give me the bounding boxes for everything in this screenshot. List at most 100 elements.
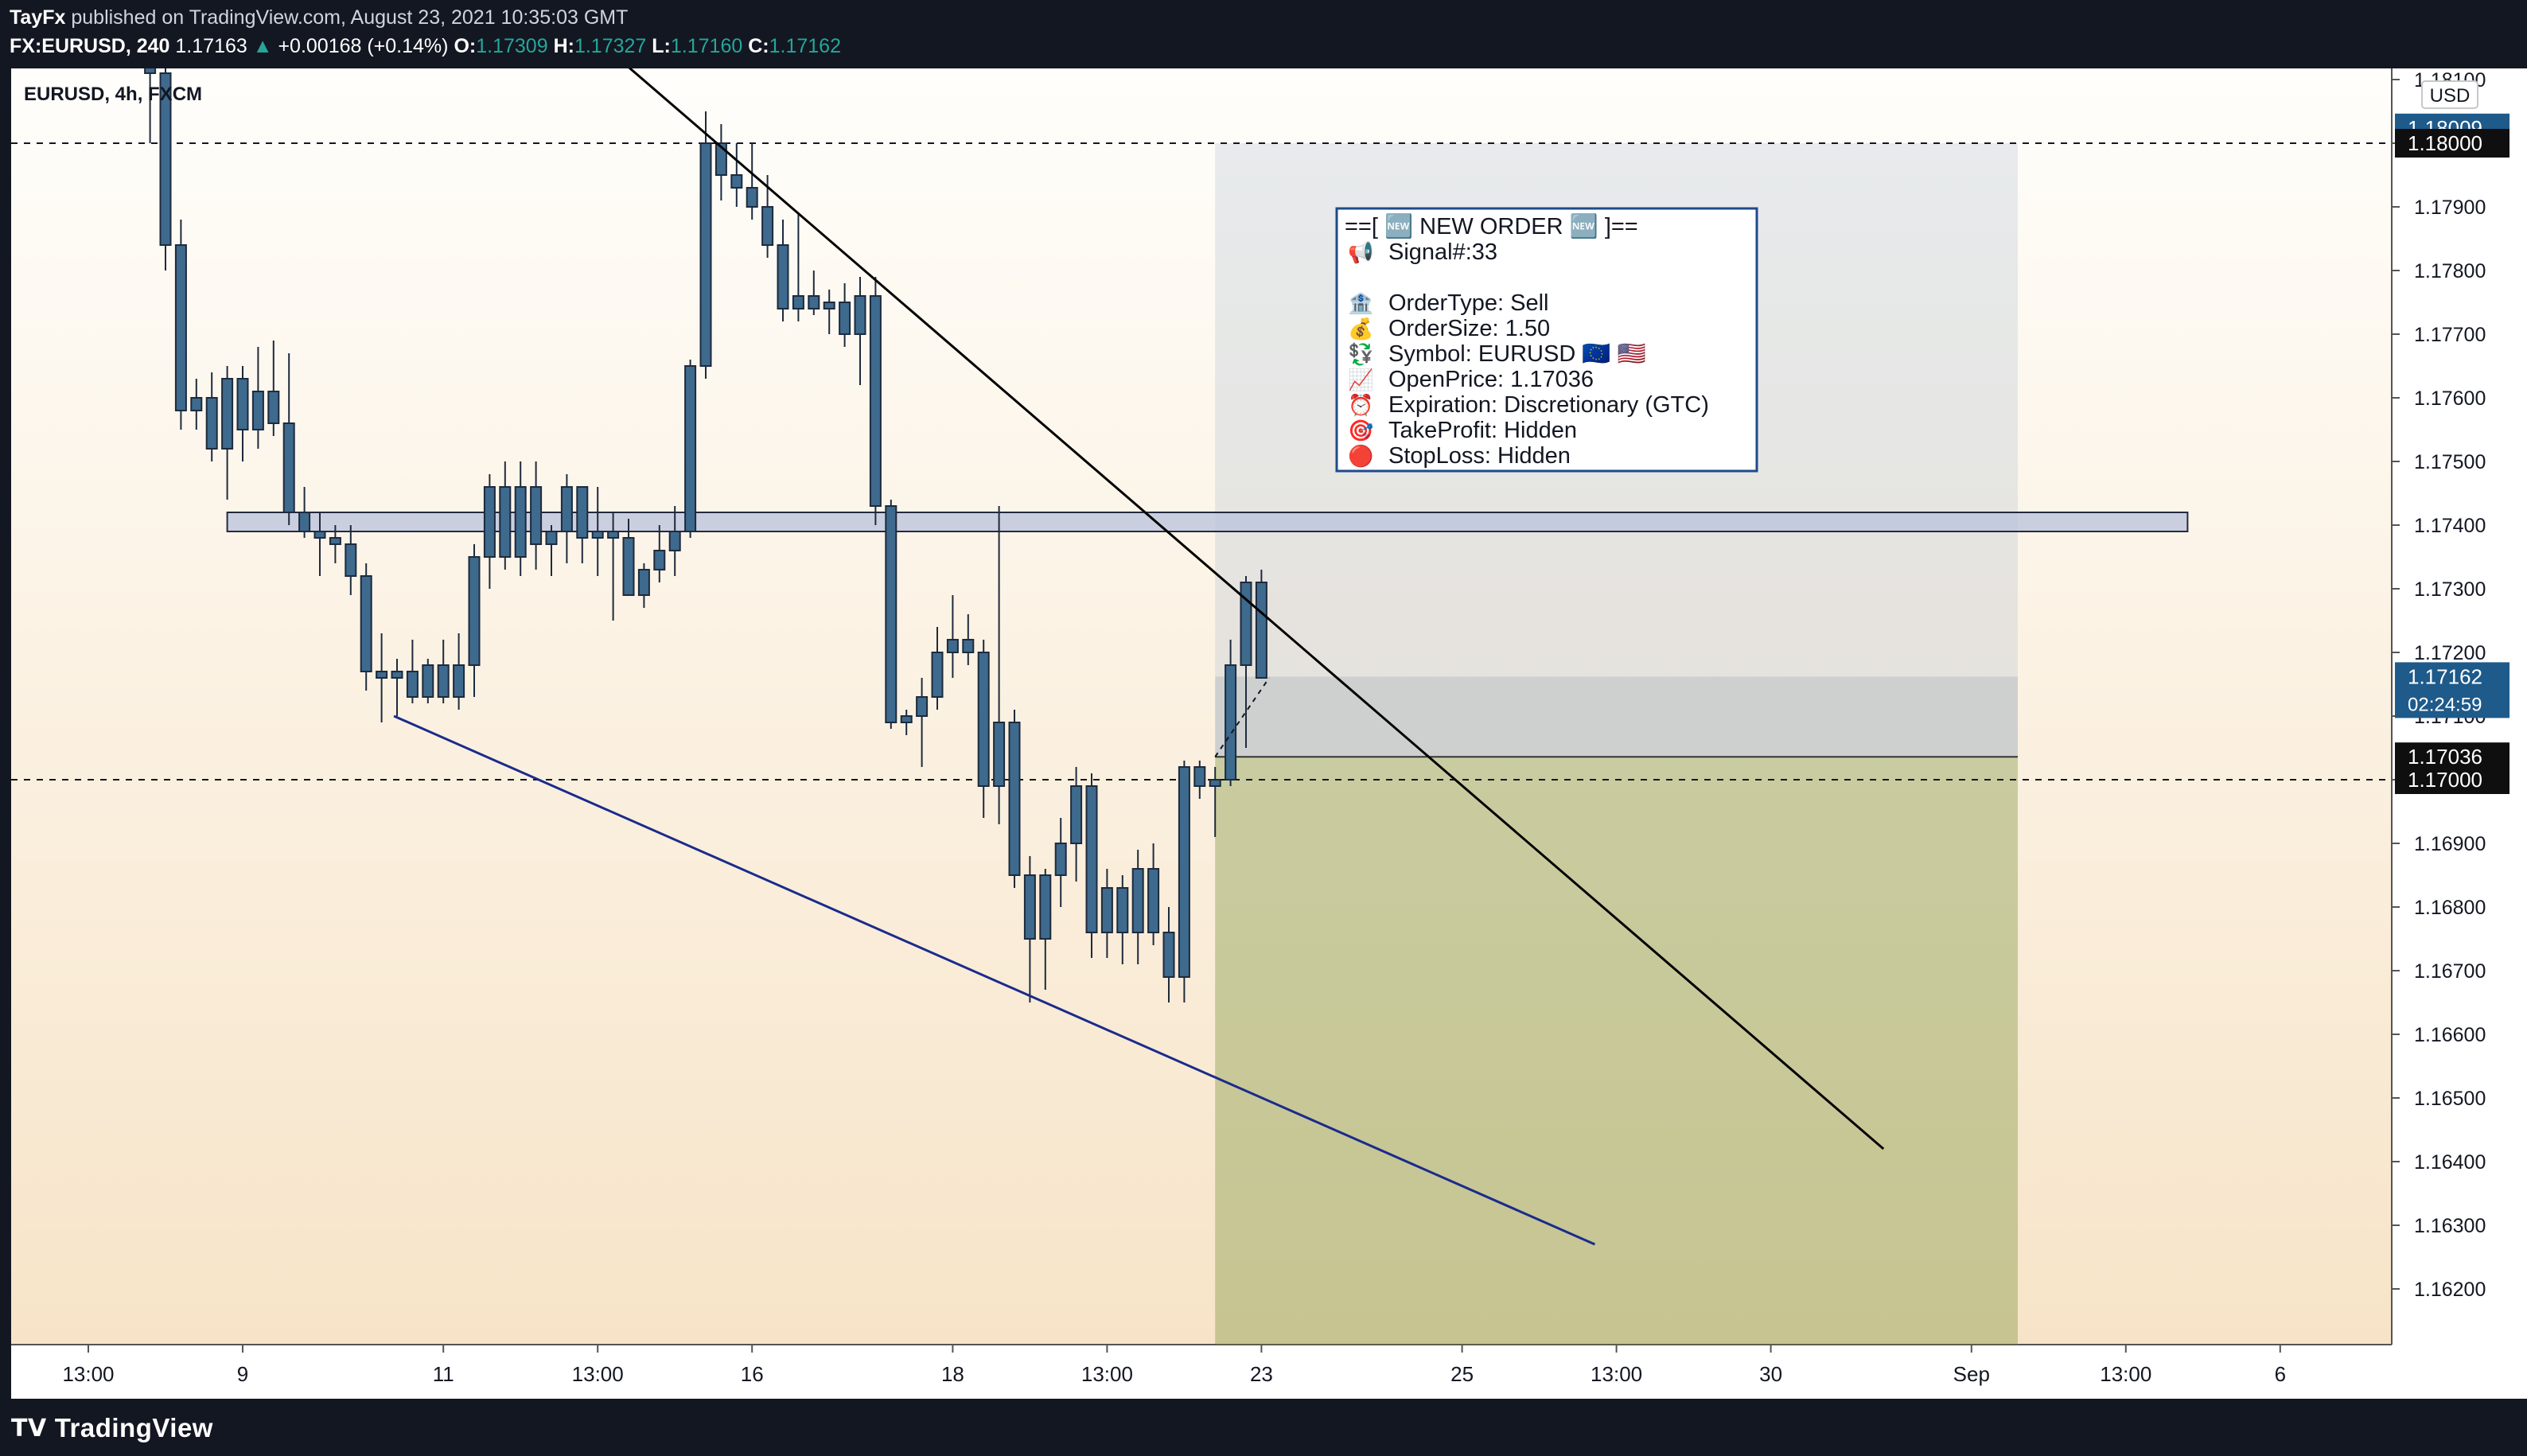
brand-name: TradingView: [54, 1413, 213, 1442]
order-line-icon: 📈: [1348, 368, 1373, 391]
candle: [437, 640, 450, 703]
order-box[interactable]: ==[ 🆕 NEW ORDER 🆕 ]== 📢 Signal#:33 🏦 OrderT…: [1335, 207, 1758, 473]
order-line-text: Symbol: EURUSD 🇪🇺 🇺🇸: [1388, 341, 1646, 367]
candle-body: [576, 486, 589, 539]
price-label-tag: 1.17000: [2395, 765, 2509, 794]
candle: [391, 659, 403, 716]
x-tick-label: 13:00: [1081, 1362, 1133, 1386]
tradingview-logo[interactable]: 𝗧𝗩 TradingView: [11, 1413, 213, 1443]
chart-area[interactable]: 1.181001.180001.179001.178001.177001.176…: [0, 68, 2527, 1399]
candle: [360, 563, 372, 691]
target-zone: [1215, 757, 2018, 1345]
candle-body: [607, 531, 620, 539]
candle: [885, 500, 897, 729]
candle-body: [345, 543, 357, 577]
candle-body: [668, 531, 681, 551]
candle-body: [453, 664, 465, 698]
candle: [174, 220, 187, 430]
candle-body: [1116, 887, 1129, 933]
candle-body: [190, 397, 203, 411]
candle: [808, 271, 820, 315]
candle: [1070, 767, 1083, 882]
author-name[interactable]: TayFx: [10, 6, 66, 29]
candle: [1193, 761, 1206, 799]
y-tick-label: 1.17200: [2414, 642, 2486, 664]
candle: [1008, 710, 1021, 888]
symbol-interval: FX:EURUSD, 240: [10, 35, 170, 57]
y-tick-label: 1.16600: [2414, 1024, 2486, 1046]
candle-body: [560, 486, 573, 532]
candle: [761, 175, 774, 258]
currency-button[interactable]: USD: [2421, 80, 2478, 109]
close-label: C:: [748, 35, 769, 57]
candle-body: [684, 365, 697, 532]
price-label-tag: 1.18000: [2395, 129, 2509, 158]
order-line-text: TakeProfit: Hidden: [1388, 418, 1577, 443]
y-tick-label: 1.16300: [2414, 1215, 2486, 1237]
candle-body: [931, 652, 944, 698]
candle: [345, 525, 357, 595]
y-tick-label: 1.16500: [2414, 1088, 2486, 1110]
currency-button-frame: [2421, 80, 2478, 109]
candle-body: [422, 664, 434, 698]
candle-body: [236, 378, 249, 430]
candle-body: [637, 569, 650, 596]
ohlc-legend: FX:EURUSD, 240 1.17163 ▲ +0.00168 (+0.14…: [10, 35, 841, 58]
candle-body: [839, 302, 851, 335]
order-line-text: StopLoss: Hidden: [1388, 443, 1571, 469]
x-tick-label: 13:00: [1591, 1362, 1642, 1386]
x-tick-label: 13:00: [62, 1362, 114, 1386]
candle: [900, 710, 913, 735]
order-line-icon: 🏦: [1348, 291, 1373, 315]
close-value: 1.17162: [769, 35, 841, 57]
resistance-zone-layer[interactable]: [226, 512, 2189, 532]
candle: [236, 366, 249, 461]
candle: [777, 220, 789, 321]
last-price: 1.17163: [175, 35, 247, 57]
candle: [931, 627, 944, 710]
price-chart[interactable]: 1.181001.180001.179001.178001.177001.176…: [0, 68, 2527, 1399]
chart-legend: EURUSD, 4h, FXCM: [24, 84, 202, 105]
candle: [576, 486, 589, 563]
entry-connector-line: [1214, 677, 1270, 757]
candle: [530, 461, 543, 570]
candle: [839, 283, 851, 347]
candle: [668, 506, 681, 576]
currency-label: USD: [2430, 85, 2471, 107]
candle-body: [823, 302, 835, 309]
publish-info: TayFx published on TradingView.com, Augu…: [10, 6, 628, 29]
candle-body: [267, 391, 280, 424]
candle-body: [514, 486, 527, 558]
order-line-icon: 💰: [1348, 317, 1373, 341]
footer: 𝗧𝗩 TradingView: [0, 1399, 2527, 1456]
candle: [746, 143, 758, 220]
candle: [468, 544, 481, 697]
time-scale[interactable]: [11, 1345, 2392, 1399]
candle: [267, 341, 280, 436]
order-line-icon: 📢: [1348, 240, 1373, 265]
candle-body: [962, 639, 975, 653]
candle-body: [1193, 766, 1206, 787]
x-tick-label: 13:00: [2100, 1362, 2151, 1386]
candle: [946, 595, 959, 678]
y-tick-label: 1.16700: [2414, 960, 2486, 983]
y-tick-label: 1.17800: [2414, 260, 2486, 282]
candle: [1023, 856, 1036, 1002]
candle-body: [545, 531, 558, 545]
y-tick-label: 1.17700: [2414, 324, 2486, 346]
candle: [298, 487, 311, 538]
trendlines[interactable]: [393, 68, 1885, 1246]
candle-body: [622, 537, 635, 596]
candle: [1162, 907, 1175, 1002]
candle: [221, 366, 234, 500]
scale-corner: [2392, 1345, 2527, 1399]
order-line-icon: 🎯: [1348, 419, 1373, 442]
y-tick-label: 1.16200: [2414, 1279, 2486, 1301]
candle: [1209, 767, 1221, 837]
order-line-icon: ⏰: [1348, 392, 1373, 417]
candle-body: [916, 696, 929, 717]
candle: [792, 213, 804, 321]
candle-body: [1100, 887, 1113, 933]
candle-body: [313, 531, 326, 539]
y-tick-label: 1.17500: [2414, 451, 2486, 473]
